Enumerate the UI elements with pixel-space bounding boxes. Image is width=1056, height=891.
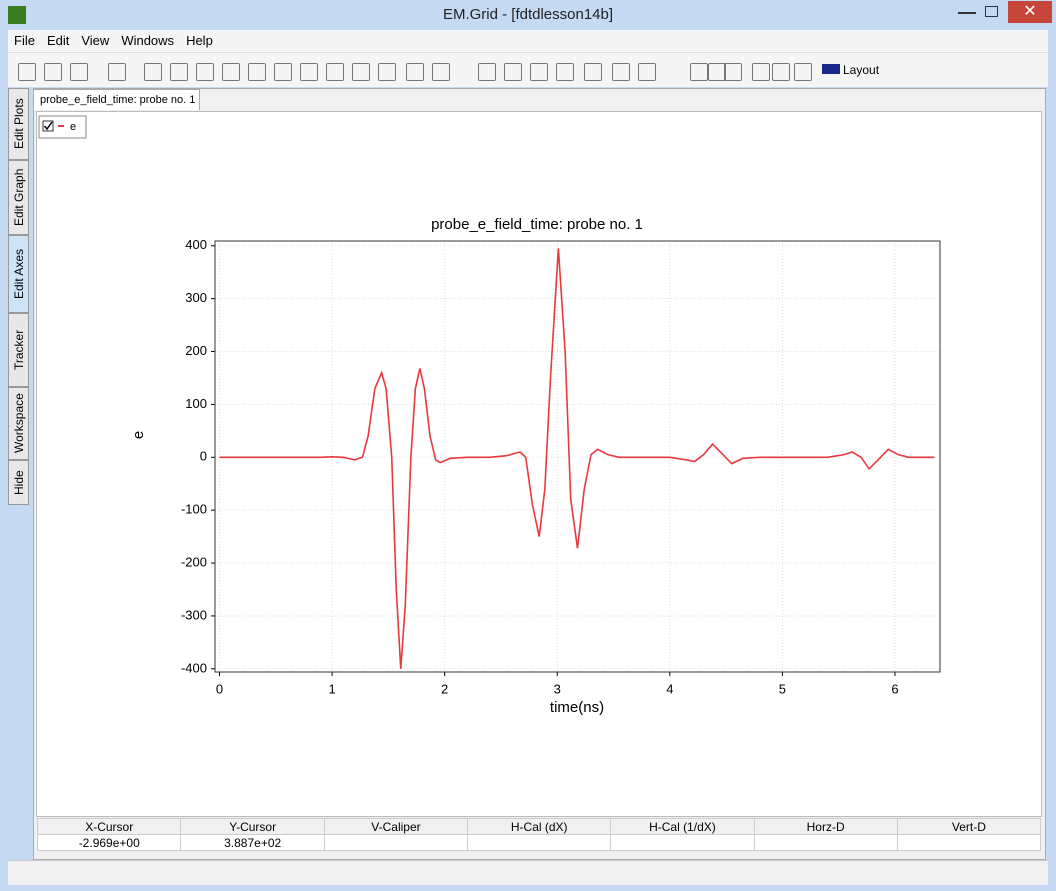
toolbar-button[interactable]: [70, 63, 88, 81]
status-bar: [8, 860, 1048, 885]
side-tab[interactable]: Edit Plots: [8, 88, 29, 160]
toolbar: Layout: [8, 52, 1048, 87]
toolbar-button[interactable]: [724, 63, 742, 81]
status-value: 3.887e+02: [180, 834, 325, 851]
y-tick-label: -200: [181, 554, 207, 569]
status-header: Vert-D: [896, 818, 1042, 835]
menu-item[interactable]: View: [81, 33, 110, 48]
side-tab[interactable]: Workspace: [8, 387, 29, 460]
x-tick-label: 0: [216, 681, 223, 696]
x-tick-label: 6: [891, 681, 898, 696]
toolbar-button[interactable]: [556, 63, 574, 81]
x-tick-label: 1: [328, 681, 335, 696]
y-tick-label: -400: [181, 660, 207, 675]
menu-item[interactable]: File: [14, 33, 35, 48]
legend-checkbox: [42, 120, 54, 132]
plot-area: probe_e_field_time: probe no. 1 time(ns)…: [36, 111, 1042, 817]
menu-item[interactable]: Help: [186, 33, 213, 48]
minimize-button[interactable]: [958, 4, 976, 14]
status-header: Y-Cursor: [180, 818, 325, 835]
y-tick-label: 100: [185, 396, 207, 411]
menu-item[interactable]: Windows: [121, 33, 175, 48]
layout-icon: [822, 64, 840, 74]
side-tab[interactable]: Edit Axes: [8, 235, 29, 313]
close-button[interactable]: ✕: [1008, 1, 1052, 23]
toolbar-button[interactable]: [18, 63, 36, 81]
toolbar-button[interactable]: [170, 63, 188, 81]
toolbar-button[interactable]: [274, 63, 292, 81]
status-value: [610, 834, 755, 851]
x-tick-label: 3: [554, 681, 561, 696]
toolbar-button[interactable]: [530, 63, 548, 81]
x-tick-label: 4: [666, 681, 673, 696]
status-value: [753, 834, 898, 851]
chart: probe_e_field_time: probe no. 1 time(ns)…: [38, 115, 941, 716]
data-line: [219, 248, 935, 669]
toolbar-button[interactable]: [108, 63, 126, 81]
toolbar-button[interactable]: [196, 63, 214, 81]
y-tick-label: 300: [185, 290, 207, 305]
toolbar-button[interactable]: [222, 63, 240, 81]
toolbar-button[interactable]: [638, 63, 656, 81]
toolbar-button[interactable]: [326, 63, 344, 81]
toolbar-button[interactable]: [752, 63, 770, 81]
x-tick-label: 2: [441, 681, 448, 696]
toolbar-button[interactable]: [248, 63, 266, 81]
legend-label: e: [70, 121, 76, 133]
toolbar-button[interactable]: [612, 63, 630, 81]
status-value: [896, 834, 1042, 851]
toolbar-button[interactable]: [708, 63, 726, 81]
menu-bar: File Edit View Windows Help: [8, 30, 1048, 52]
toolbar-button[interactable]: [794, 63, 812, 81]
status-header: Horz-D: [753, 818, 898, 835]
y-axis-label: e: [130, 431, 147, 439]
plot-frame: [214, 240, 941, 673]
toolbar-button[interactable]: [584, 63, 602, 81]
x-tick-label: 5: [779, 681, 786, 696]
side-tab[interactable]: Hide: [8, 460, 29, 505]
status-value: -2.969e+00: [36, 834, 182, 851]
y-tick-label: 400: [185, 237, 207, 252]
side-tab[interactable]: Tracker: [8, 313, 29, 387]
status-header: X-Cursor: [36, 818, 182, 835]
menu-item[interactable]: Edit: [46, 33, 70, 48]
toolbar-button[interactable]: [352, 63, 370, 81]
status-header: V-Caliper: [323, 818, 469, 835]
y-tick-label: -300: [181, 607, 207, 622]
side-tab[interactable]: Edit Graph: [8, 160, 29, 235]
toolbar-button[interactable]: [690, 63, 708, 81]
status-header: H-Cal (dX): [467, 818, 612, 835]
toolbar-button[interactable]: [144, 63, 162, 81]
app-icon: [8, 6, 26, 24]
document-tab[interactable]: probe_e_field_time: probe no. 1: [33, 89, 200, 110]
maximize-button[interactable]: [985, 6, 998, 17]
toolbar-button[interactable]: [300, 63, 318, 81]
toolbar-button[interactable]: [772, 63, 790, 81]
title-bar: EM.Grid - [fdtdlesson14b]: [0, 0, 1056, 30]
y-tick-label: 200: [185, 343, 207, 358]
chart-title: probe_e_field_time: probe no. 1: [431, 216, 643, 233]
toolbar-button[interactable]: [44, 63, 62, 81]
status-value: [323, 834, 469, 851]
status-header: H-Cal (1/dX): [610, 818, 755, 835]
toolbar-button[interactable]: [432, 63, 450, 81]
status-table: X-Cursor Y-Cursor V-Caliper H-Cal (dX) H-Cal…: [36, 818, 1042, 851]
legend-check: [43, 121, 53, 131]
toolbar-button[interactable]: [378, 63, 396, 81]
window-title: EM.Grid - [fdtdlesson14b]: [442, 6, 614, 23]
toolbar-button[interactable]: [504, 63, 522, 81]
y-tick-label: 0: [200, 449, 207, 464]
layout-button[interactable]: Layout: [843, 63, 880, 77]
x-axis-label: time(ns): [550, 699, 604, 716]
toolbar-button[interactable]: [478, 63, 496, 81]
toolbar-button[interactable]: [406, 63, 424, 81]
y-tick-label: -100: [181, 502, 207, 517]
side-tabs: Edit Plots Edit Graph Edit Axes Tracker Work…: [8, 88, 30, 508]
status-value: [467, 834, 612, 851]
